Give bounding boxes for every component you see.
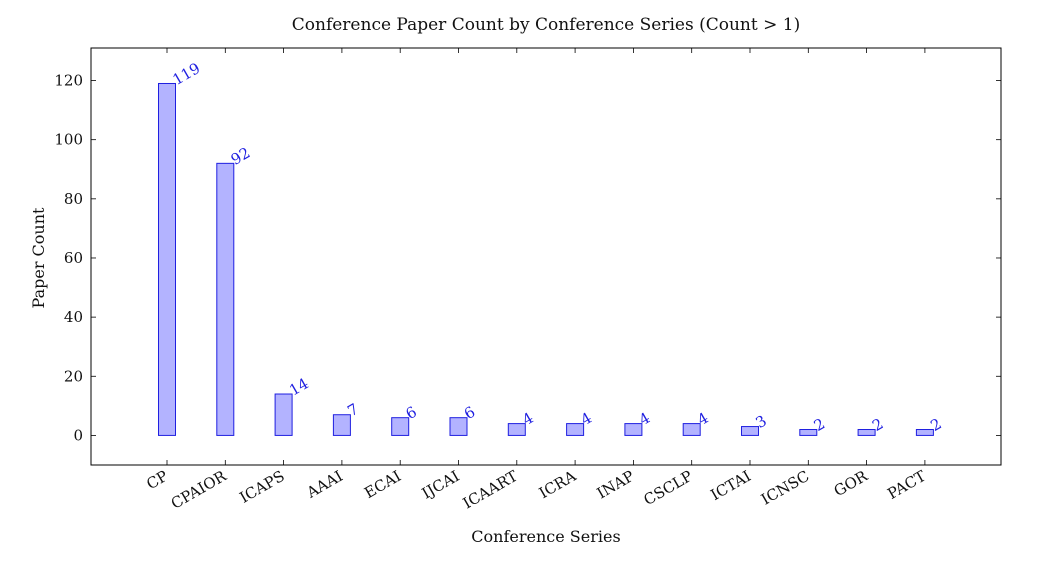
- bar-icaart: [507, 423, 526, 436]
- x-tick-label: CSCLP: [641, 467, 696, 509]
- y-axis: 0 20 40 60 80 100 120: [54, 72, 1001, 444]
- y-tick-label: 0: [73, 426, 83, 444]
- x-tick-label: CP: [143, 467, 171, 493]
- x-tick-label: INAP: [594, 467, 638, 503]
- y-tick-label: 80: [64, 190, 83, 208]
- bar-icaps: [274, 393, 293, 436]
- x-axis-title: Conference Series: [471, 527, 620, 546]
- x-tick-label: ICNSC: [758, 467, 812, 509]
- x-tick-label: ICAPS: [237, 467, 288, 507]
- bar-csclp: [682, 423, 701, 436]
- x-tick-label: CPAIOR: [168, 467, 230, 513]
- x-tick-label: PACT: [884, 467, 929, 503]
- bar-icnsc: [799, 429, 818, 436]
- bar-ictai: [741, 426, 759, 436]
- y-tick-label: 40: [64, 308, 83, 326]
- chart-title: Conference Paper Count by Conference Ser…: [292, 15, 800, 35]
- bar-icra: [566, 423, 585, 436]
- x-tick-label: IJCAI: [419, 467, 463, 503]
- bar-ijcai: [449, 417, 468, 436]
- bar-aaai: [332, 414, 351, 436]
- bar-cpaior: [216, 162, 235, 436]
- x-tick-label: ICRA: [536, 467, 579, 502]
- bar-cp: [158, 82, 176, 436]
- bar-pact: [915, 429, 934, 436]
- x-tick-label: ICTAI: [707, 467, 754, 504]
- y-tick-label: 20: [64, 367, 83, 385]
- x-tick-label: ECAI: [361, 467, 404, 502]
- x-tick-label: GOR: [831, 467, 871, 501]
- bars: [158, 82, 934, 436]
- x-tick-label: AAAI: [303, 467, 346, 502]
- y-tick-label: 120: [54, 72, 83, 90]
- y-tick-label: 60: [64, 249, 83, 267]
- bar-gor: [857, 429, 876, 436]
- plot-frame: [90, 47, 1002, 466]
- y-tick-label: 100: [54, 131, 83, 149]
- y-axis-title: Paper Count: [29, 207, 48, 309]
- bar-inap: [624, 423, 643, 436]
- x-tick-label: ICAART: [460, 467, 521, 513]
- bar-ecai: [391, 417, 410, 436]
